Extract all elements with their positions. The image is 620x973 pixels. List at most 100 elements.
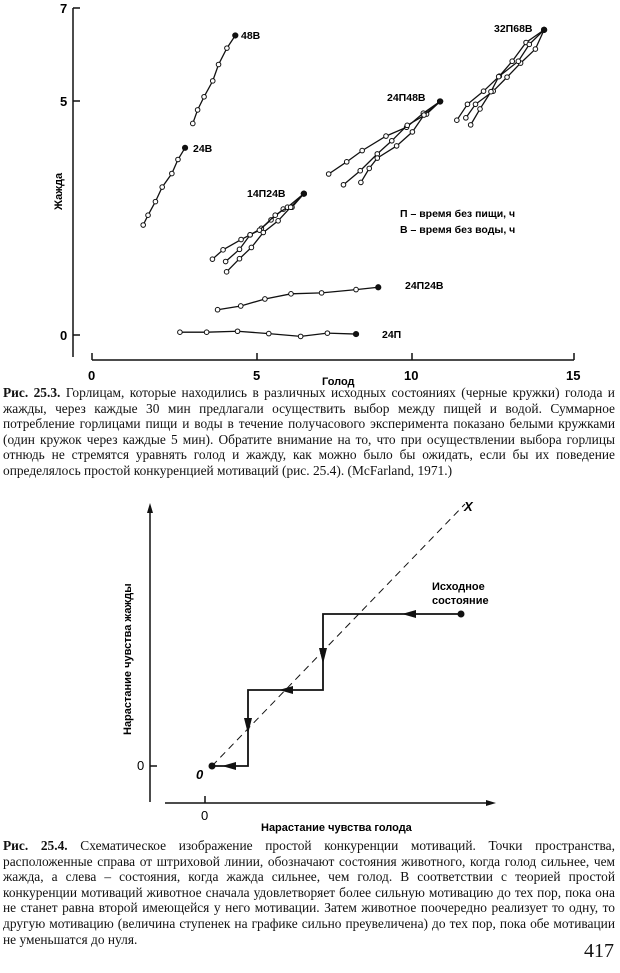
data-point [404, 122, 411, 129]
data-point [214, 306, 221, 313]
data-point [297, 333, 304, 340]
data-point [236, 255, 243, 262]
series-0 [189, 32, 239, 127]
data-point [504, 74, 510, 80]
step-arrows [208, 610, 465, 770]
series-label-24P48B: 24П48В [387, 92, 426, 104]
data-point [480, 88, 487, 94]
data-point [236, 246, 243, 253]
data-point [467, 122, 474, 128]
data-point [194, 107, 201, 113]
start-point [436, 98, 444, 105]
data-point [215, 61, 222, 68]
y-tick-0: 0 [60, 328, 67, 343]
data-point [159, 184, 165, 190]
series-4 [454, 26, 548, 128]
data-point [152, 198, 159, 205]
y-tick-5: 5 [60, 94, 67, 109]
data-point [260, 229, 267, 236]
start-point [300, 190, 307, 197]
arrow-left-icon [279, 686, 293, 694]
series-2 [209, 190, 307, 275]
data-point [409, 129, 416, 135]
series-3 [325, 98, 444, 188]
x-tick-10: 10 [404, 368, 418, 383]
data-point [359, 147, 365, 154]
data-point [472, 101, 479, 108]
data-point [366, 165, 373, 172]
start-point [540, 26, 548, 33]
data-point [287, 204, 294, 211]
data-point [324, 330, 331, 336]
legend-food: П – время без пищи, ч [400, 208, 515, 220]
series-label-14P24B: 14П24В [247, 188, 286, 200]
legend-water: В – время без воды, ч [400, 224, 515, 236]
figure2-caption: Рис. 25.4. Схематическое изображение про… [3, 838, 615, 947]
data-point [532, 46, 539, 52]
series-label-24B: 24В [193, 143, 213, 155]
caption-label: Рис. 25.4. [3, 838, 68, 853]
series-label-24P24B: 24П24В [405, 280, 444, 292]
data-point [247, 232, 253, 238]
figure1-caption: Рис. 25.3. Горлицам, которые находились … [3, 385, 615, 479]
x-tick-15: 15 [566, 368, 580, 383]
data-point [222, 258, 229, 265]
data-point [203, 329, 210, 335]
arrow-left-icon [222, 762, 236, 770]
series-5 [214, 284, 382, 313]
data-point [343, 159, 350, 165]
data-point [318, 290, 325, 296]
data-point [275, 218, 281, 224]
data-point [248, 244, 255, 251]
series-label-48B: 48В [241, 30, 261, 42]
data-point [237, 303, 244, 309]
data-point [393, 143, 400, 149]
series-6 [177, 328, 360, 340]
series-label-24P: 24П [382, 329, 401, 341]
data-point [340, 181, 347, 188]
data-point [421, 112, 427, 118]
data-point [177, 329, 183, 335]
data-point [509, 58, 516, 65]
data-point [288, 291, 294, 297]
start-label-2: состояние [432, 595, 489, 607]
fig2-x-tick: 0 [201, 808, 208, 823]
line-label: X [463, 499, 474, 514]
equality-dashed-line [211, 503, 466, 767]
data-point [224, 45, 230, 51]
series-line [211, 193, 305, 260]
y-axis-label: Жажда [53, 172, 65, 211]
data-point [325, 171, 332, 177]
x-tick-5: 5 [253, 368, 260, 383]
fig2-x-axis-label: Нарастание чувства голода [261, 822, 413, 834]
origin-label: 0 [196, 767, 204, 782]
x-arrow-icon [486, 800, 496, 806]
fig2-axes [147, 503, 496, 806]
page-number: 417 [584, 940, 614, 962]
data-point [223, 269, 230, 275]
arrow-down-icon [244, 718, 252, 734]
step-path [212, 613, 461, 767]
start-point [352, 330, 360, 338]
x-axis-label: Голод [322, 376, 355, 388]
data-point [357, 167, 364, 174]
data-point [515, 58, 522, 65]
start-label-1: Исходное [432, 581, 485, 593]
data-point [234, 328, 241, 335]
data-point [454, 117, 460, 123]
series-line [225, 193, 305, 263]
data-point [220, 247, 226, 253]
arrow-left-icon [402, 610, 416, 618]
data-point [256, 227, 263, 233]
data-point [477, 106, 483, 112]
caption-label: Рис. 25.3. [3, 385, 61, 400]
caption-text: Схематическое изображение простой конкур… [3, 838, 615, 947]
data-point [262, 296, 268, 302]
data-point [209, 256, 216, 262]
x-tick-0: 0 [88, 368, 95, 383]
data-point [272, 212, 279, 218]
data-point [526, 41, 533, 48]
fig2-y-tick: 0 [137, 758, 144, 773]
data-point [175, 156, 181, 163]
arrow-down-icon [319, 648, 327, 664]
